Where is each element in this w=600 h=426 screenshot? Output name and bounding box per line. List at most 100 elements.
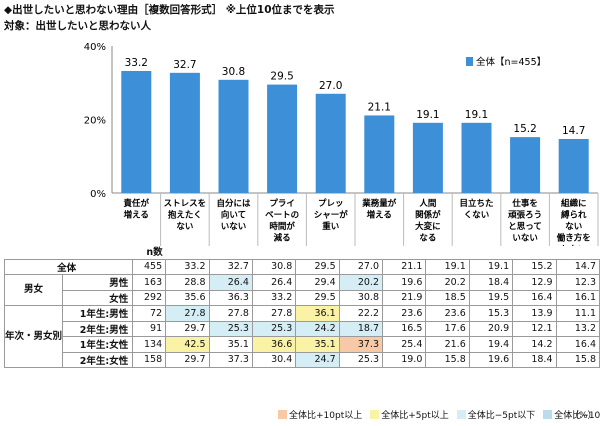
table-row: 2年生:男性 91 29.7 25.3 25.3 24.2 18.7 16.5 17.6 20.9…: [5, 320, 600, 337]
category-label: くない: [464, 211, 490, 221]
bar: [121, 70, 152, 193]
table-cell: 16.1: [555, 289, 600, 306]
header-spacer: [426, 244, 469, 259]
row-n: 91: [132, 320, 167, 337]
table-cell: 23.6: [381, 305, 427, 322]
table-cell: 25.3: [251, 320, 297, 337]
table-cell: 20.2: [425, 274, 470, 291]
legend-swatch: [278, 410, 287, 419]
table-cell: 29.7: [165, 351, 210, 368]
category-label: 増える: [367, 210, 392, 221]
row-label: 2年生:男性: [62, 320, 134, 337]
table-cell: 29.5: [295, 289, 340, 306]
table-cell: 19.6: [381, 274, 427, 291]
category-label: なる: [419, 234, 436, 244]
table-cell: 20.9: [468, 320, 514, 337]
table-cell: 30.4: [251, 351, 297, 368]
table-cell: 19.1: [468, 258, 514, 275]
bar: [412, 122, 443, 193]
bar: [267, 84, 298, 193]
category-label: 抱えたく: [168, 210, 202, 221]
category-label: 自分には: [216, 198, 251, 209]
category-label: ない: [565, 222, 582, 232]
table-cell: 21.1: [381, 258, 427, 275]
table-row: 2年生:女性 158 29.7 37.3 30.4 24.7 25.3 19.0 15.8 19.…: [5, 351, 600, 368]
y-tick-label: 0%: [90, 189, 106, 200]
row-n: 292: [132, 289, 167, 306]
legend-label: 全体比+5pt以上: [381, 411, 449, 421]
row-label: 全体: [3, 258, 134, 275]
table-row: 女性 292 35.6 36.3 33.2 29.5 30.8 21.9 18.5 19.5 16.…: [5, 289, 600, 306]
table-row: 年次・男女別 1年生:男性 72 27.8 27.8 27.8 36.1 22.2 23.6 23…: [3, 305, 600, 368]
legend-label: 全体比+10pt以上: [289, 411, 363, 421]
category-label: プライ: [269, 198, 295, 209]
table-cell: 18.4: [512, 351, 557, 368]
table-cell: 26.4: [251, 274, 297, 291]
header-spacer: [166, 244, 209, 259]
table-cell: 32.7: [208, 258, 253, 275]
bar: [558, 138, 589, 193]
row-label: 女性: [62, 289, 134, 306]
table-cell: 25.3: [208, 320, 253, 337]
table-cell: 12.1: [512, 320, 557, 337]
category-label: いない: [221, 222, 247, 232]
table-cell: 16.4: [512, 289, 557, 306]
chart-subtitle: 対象：出世したいと思わない人: [4, 20, 151, 32]
category-label: 頑張ろう: [507, 211, 542, 221]
table-header-row: n数: [5, 244, 600, 259]
bar-value-label: 33.2: [125, 57, 148, 69]
table-cell: 36.6: [251, 336, 297, 353]
table-cell: 37.3: [208, 351, 253, 368]
row-label: 2年生:女性: [62, 351, 134, 368]
table-cell: 14.7: [555, 258, 600, 275]
category-label: ベートの: [265, 211, 299, 221]
table-cell: 42.5: [165, 336, 210, 353]
legend-swatch: [456, 410, 466, 419]
row-n: 163: [132, 274, 167, 291]
table-cell: 25.3: [338, 351, 384, 368]
bar-value-label: 21.1: [368, 101, 391, 113]
table-cell: 14.2: [512, 336, 557, 353]
category-label: 向いて: [221, 210, 246, 221]
bar-value-label: 19.1: [416, 109, 439, 121]
table-cell: 35.6: [165, 289, 210, 306]
header-blank: [5, 244, 133, 259]
category-label: 責任が: [124, 198, 150, 209]
legend-swatch: [370, 410, 380, 419]
table-cell: 18.4: [468, 274, 514, 291]
chart-title: ◆出世したいと思わない理由［複数回答形式］ ※上位10位までを表示: [4, 4, 335, 16]
header-spacer: [296, 244, 339, 259]
table-cell: 26.4: [208, 274, 253, 291]
header-spacer: [252, 244, 295, 259]
bar-value-label: 14.7: [562, 125, 585, 137]
category-label: ない: [176, 222, 193, 232]
y-tick-label: 40%: [84, 42, 106, 53]
category-label: 関係が: [415, 210, 441, 221]
table-cell: 30.8: [338, 289, 384, 306]
bar-value-label: 27.0: [319, 80, 342, 92]
legend-swatch: [466, 57, 473, 66]
table-cell: 37.3: [338, 336, 384, 353]
row-label: 1年生:女性: [62, 336, 134, 353]
category-label: 働き方を: [556, 233, 591, 244]
row-n: 455: [132, 258, 167, 275]
table-cell: 19.6: [468, 351, 514, 368]
table-cell: 27.8: [165, 305, 210, 322]
group-label: 男女: [3, 274, 64, 306]
table-cell: 12.3: [555, 274, 600, 291]
table-cell: 12.9: [512, 274, 557, 291]
category-label: 組織に: [561, 198, 587, 209]
category-label: 時間が: [269, 221, 295, 232]
table-cell: 15.8: [555, 351, 600, 368]
category-label: 目立ちた: [459, 198, 493, 209]
category-label: 減る: [274, 233, 291, 244]
table-cell: 30.8: [251, 258, 297, 275]
table-cell: 23.6: [425, 305, 470, 322]
table-cell: 28.8: [165, 274, 210, 291]
bar-value-label: 30.8: [222, 66, 245, 78]
table-cell: 19.0: [381, 351, 427, 368]
legend-swatch: [543, 410, 553, 419]
y-tick-label: 20%: [84, 116, 106, 127]
category-label: プレッ: [318, 198, 344, 209]
table-row: 男女 男性 163 28.8 26.4 26.4 29.4 20.2 19.6 20.2 18.4 1…: [3, 274, 600, 306]
